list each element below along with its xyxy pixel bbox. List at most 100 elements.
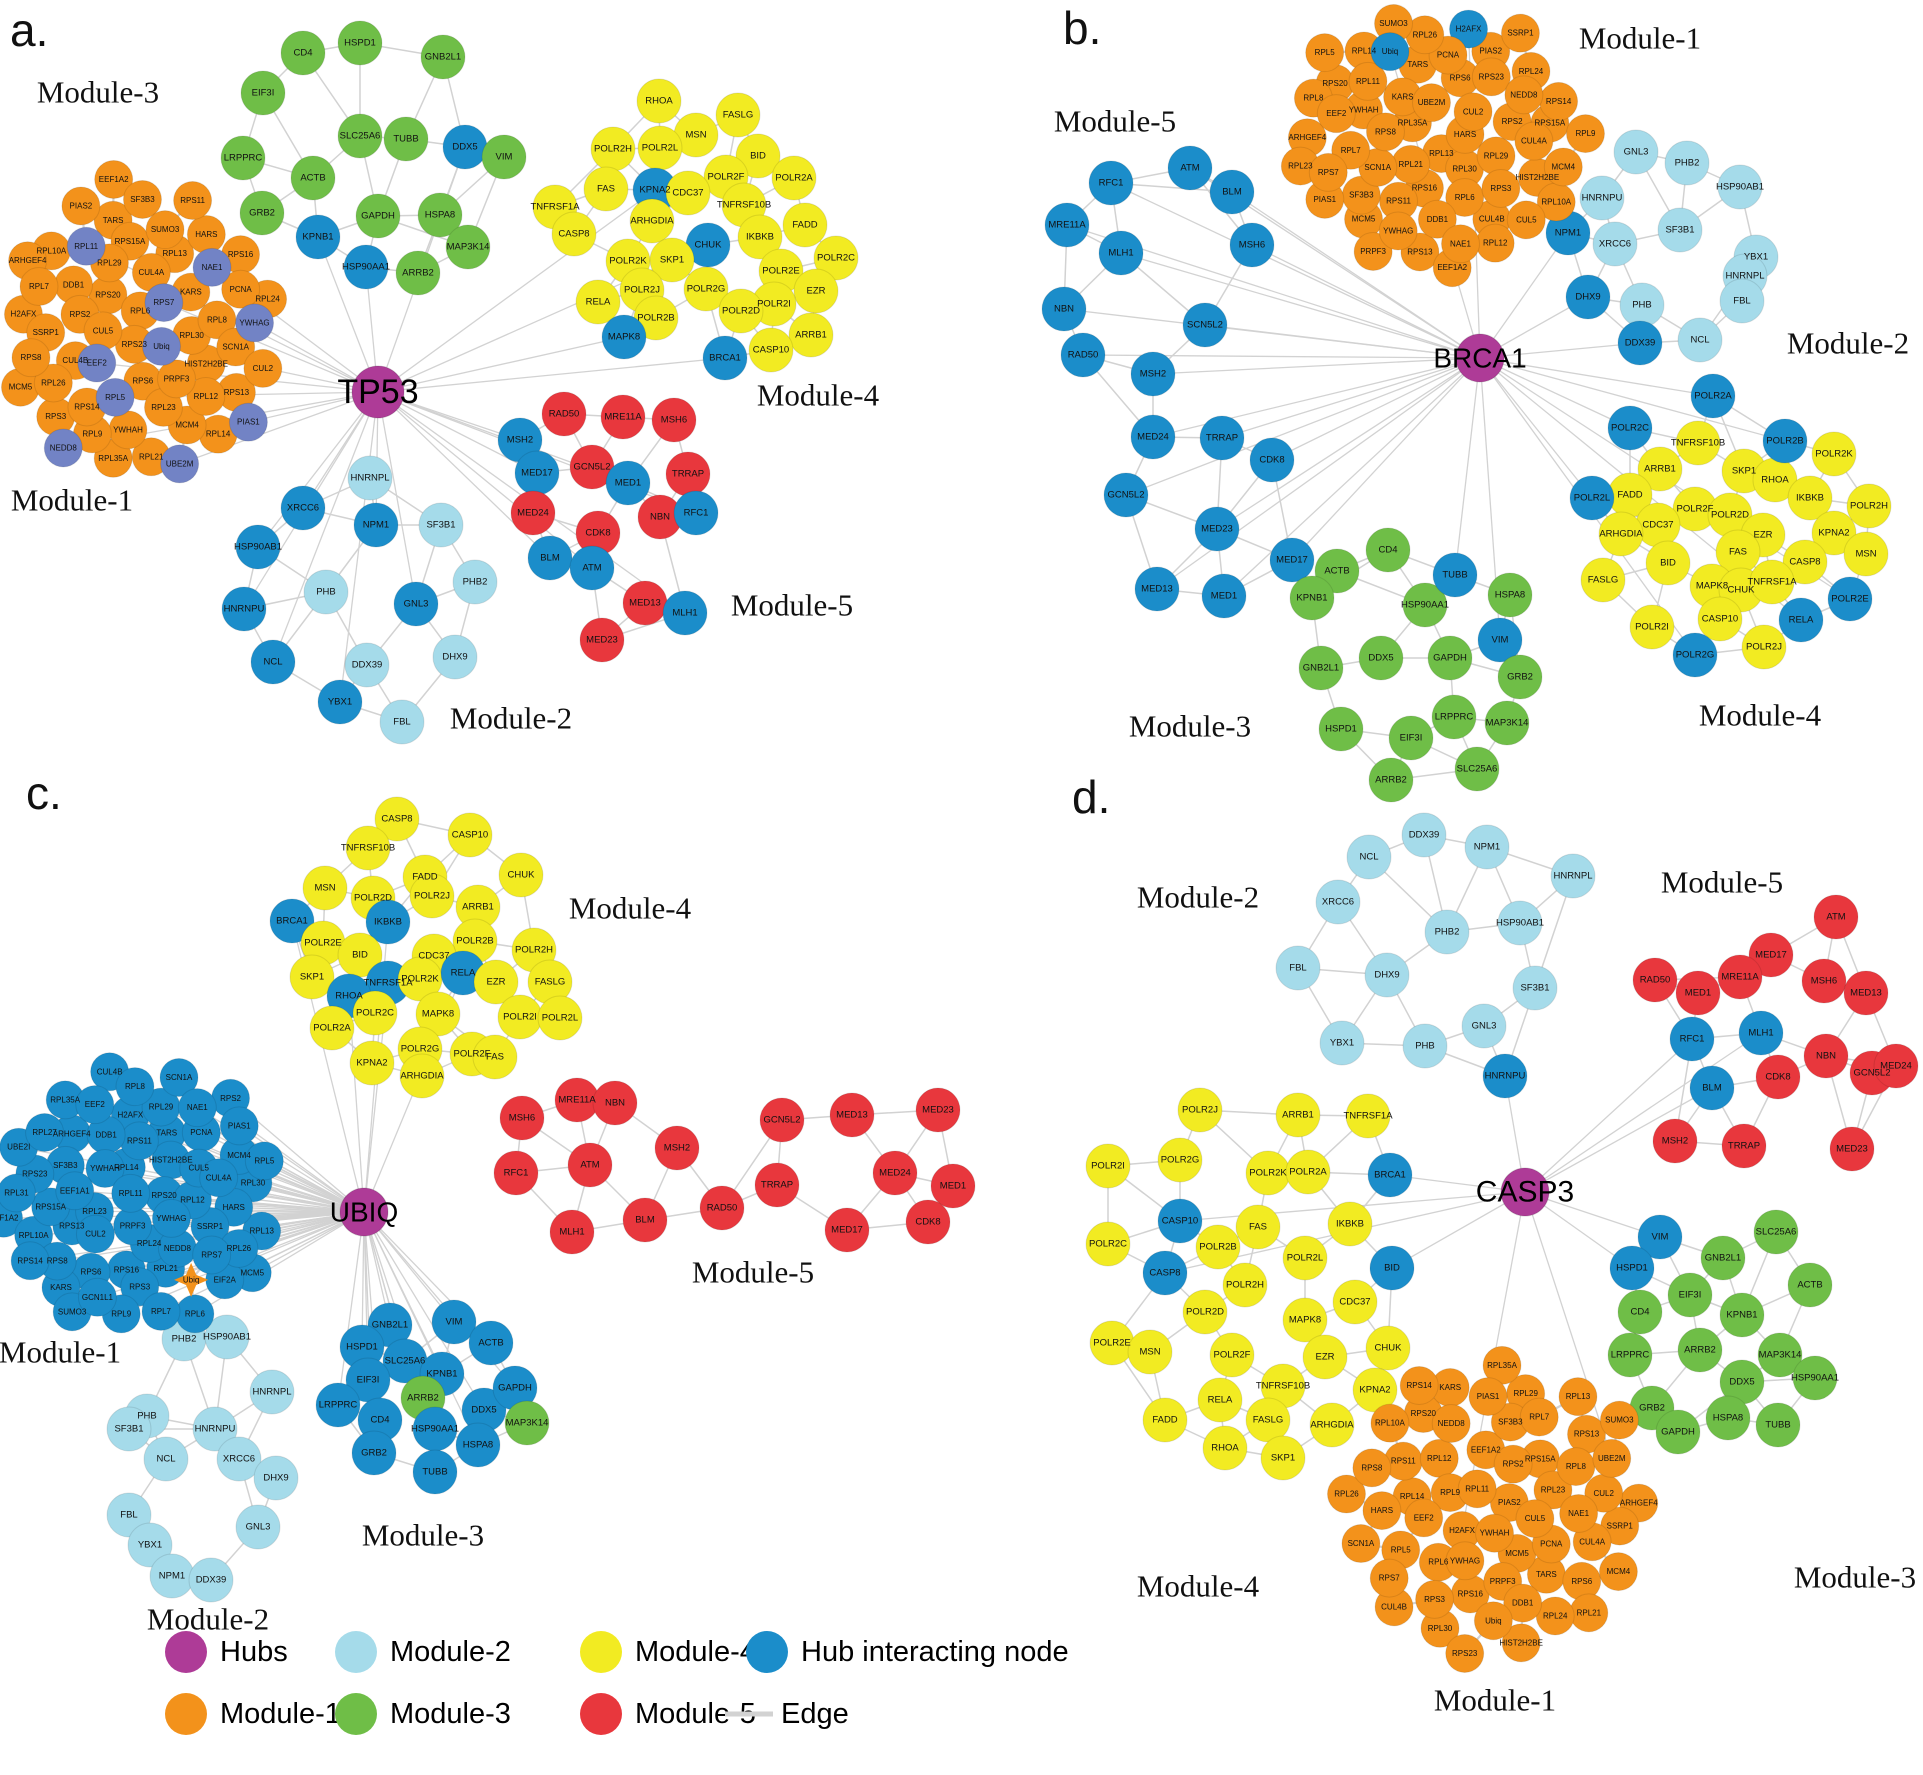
node-HNRNPU[interactable]	[1579, 175, 1625, 221]
node-MED13[interactable]	[622, 580, 668, 626]
node-Ubiq[interactable]	[142, 326, 182, 366]
node-MED1[interactable]	[605, 460, 651, 506]
node-MED13[interactable]	[1134, 566, 1180, 612]
node-EEF2[interactable]	[77, 343, 117, 383]
node-POLR2J[interactable]	[1177, 1087, 1223, 1133]
node-RPL10A[interactable]	[1370, 1403, 1410, 1443]
node-RPL8[interactable]	[1556, 1447, 1596, 1487]
node-BLM[interactable]	[1689, 1065, 1735, 1111]
node-MAP3K14[interactable]	[1757, 1332, 1803, 1378]
node-POLR2A[interactable]	[771, 155, 817, 201]
node-GCN5L2[interactable]	[1103, 472, 1149, 518]
node-RPS7[interactable]	[1308, 152, 1348, 192]
node-GNL3[interactable]	[235, 1504, 281, 1550]
node-H2AFX[interactable]	[1449, 9, 1489, 49]
node-PIAS1[interactable]	[219, 1106, 259, 1146]
node-CASP8[interactable]	[1782, 539, 1828, 585]
node-HSPA8[interactable]	[417, 192, 463, 238]
node-TUBB[interactable]	[1755, 1402, 1801, 1448]
node-UBE2M[interactable]	[1411, 83, 1451, 123]
node-RPL5[interactable]	[1305, 33, 1345, 73]
node-RAD50[interactable]	[699, 1185, 745, 1231]
node-NEDD8[interactable]	[1504, 75, 1544, 115]
node-RPL11[interactable]	[111, 1173, 151, 1213]
node-MSH6[interactable]	[1229, 222, 1275, 268]
node-NPM1[interactable]	[1464, 824, 1510, 870]
hub-node-UBIQ[interactable]	[339, 1187, 389, 1237]
node-IKBKB[interactable]	[737, 214, 783, 260]
node-DHX9[interactable]	[1565, 274, 1611, 320]
node-EEF1A2[interactable]	[94, 159, 134, 199]
node-CDK8[interactable]	[1755, 1054, 1801, 1100]
node-POLR2E[interactable]	[1089, 1320, 1135, 1366]
node-SSRP1[interactable]	[1500, 13, 1540, 53]
node-RPL12[interactable]	[1419, 1438, 1459, 1478]
node-RPL29[interactable]	[1476, 136, 1516, 176]
node-MED1[interactable]	[1201, 573, 1247, 619]
node-MRE11A[interactable]	[1717, 954, 1763, 1000]
node-XRCC6[interactable]	[216, 1436, 262, 1482]
node-DHX9[interactable]	[253, 1455, 299, 1501]
node-RAD50[interactable]	[541, 391, 587, 437]
node-VIM[interactable]	[1637, 1214, 1683, 1260]
node-POLR2H[interactable]	[590, 126, 636, 172]
node-MLH1[interactable]	[662, 590, 708, 636]
node-MSH6[interactable]	[499, 1095, 545, 1141]
node-POLR2C[interactable]	[352, 990, 398, 1036]
node-ARHGDIA[interactable]	[399, 1053, 445, 1099]
node-NBN[interactable]	[1803, 1033, 1849, 1079]
node-MAP3K14[interactable]	[1484, 700, 1530, 746]
node-POLR2D[interactable]	[718, 288, 764, 334]
node-MSH6[interactable]	[651, 397, 697, 443]
node-PRPF3[interactable]	[156, 359, 196, 399]
node-Ubiq[interactable]	[1370, 32, 1410, 72]
node-DDX39[interactable]	[1617, 320, 1663, 366]
node-MED13[interactable]	[1843, 970, 1889, 1016]
node-POLR2J[interactable]	[409, 873, 455, 919]
node-POLR2J[interactable]	[1741, 624, 1787, 670]
node-KPNB1[interactable]	[1719, 1292, 1765, 1338]
node-EZR[interactable]	[473, 959, 519, 1005]
node-VIM[interactable]	[481, 134, 527, 180]
node-HSPD1[interactable]	[337, 20, 383, 66]
node-PHB2[interactable]	[452, 559, 498, 605]
node-HNRNPU[interactable]	[1482, 1053, 1528, 1099]
node-TUBB[interactable]	[383, 116, 429, 162]
node-RPL13[interactable]	[1558, 1377, 1598, 1417]
node-MED17[interactable]	[1269, 537, 1315, 583]
node-MSH2[interactable]	[1130, 351, 1176, 397]
node-MRE11A[interactable]	[1044, 202, 1090, 248]
node-ARHGDIA[interactable]	[1598, 511, 1644, 557]
node-MED23[interactable]	[579, 617, 625, 663]
node-NCL[interactable]	[1346, 834, 1392, 880]
node-HSP90AA1[interactable]	[1792, 1355, 1838, 1401]
node-RPS2[interactable]	[1493, 1444, 1533, 1484]
node-CUL4A[interactable]	[199, 1158, 239, 1198]
node-RPS8[interactable]	[1365, 112, 1405, 152]
node-EEF2[interactable]	[1404, 1498, 1444, 1538]
node-SF3B1[interactable]	[106, 1406, 152, 1452]
node-POLR2E[interactable]	[1827, 576, 1873, 622]
node-DHX9[interactable]	[432, 634, 478, 680]
node-RPS7[interactable]	[144, 283, 184, 323]
node-HNRNPL[interactable]	[249, 1369, 295, 1415]
node-DDX5[interactable]	[1358, 635, 1404, 681]
node-VIM[interactable]	[431, 1299, 477, 1345]
node-GNL3[interactable]	[1613, 129, 1659, 175]
node-DDX5[interactable]	[442, 124, 488, 170]
node-RHOA[interactable]	[1202, 1425, 1248, 1471]
node-UBE2M[interactable]	[160, 444, 200, 484]
node-MED1[interactable]	[930, 1163, 976, 1209]
node-GAPDH[interactable]	[1655, 1409, 1701, 1455]
node-SKP1[interactable]	[1260, 1435, 1306, 1481]
node-PHB[interactable]	[1619, 282, 1665, 328]
node-TUBB[interactable]	[1432, 552, 1478, 598]
node-EZR[interactable]	[1302, 1334, 1348, 1380]
node-DDX39[interactable]	[344, 642, 390, 688]
node-RPL5[interactable]	[244, 1141, 284, 1181]
node-ATM[interactable]	[567, 1142, 613, 1188]
node-MAPK8[interactable]	[601, 314, 647, 360]
node-RPL6[interactable]	[175, 1294, 215, 1334]
node-MED17[interactable]	[514, 450, 560, 496]
node-POLR2I[interactable]	[497, 994, 543, 1040]
